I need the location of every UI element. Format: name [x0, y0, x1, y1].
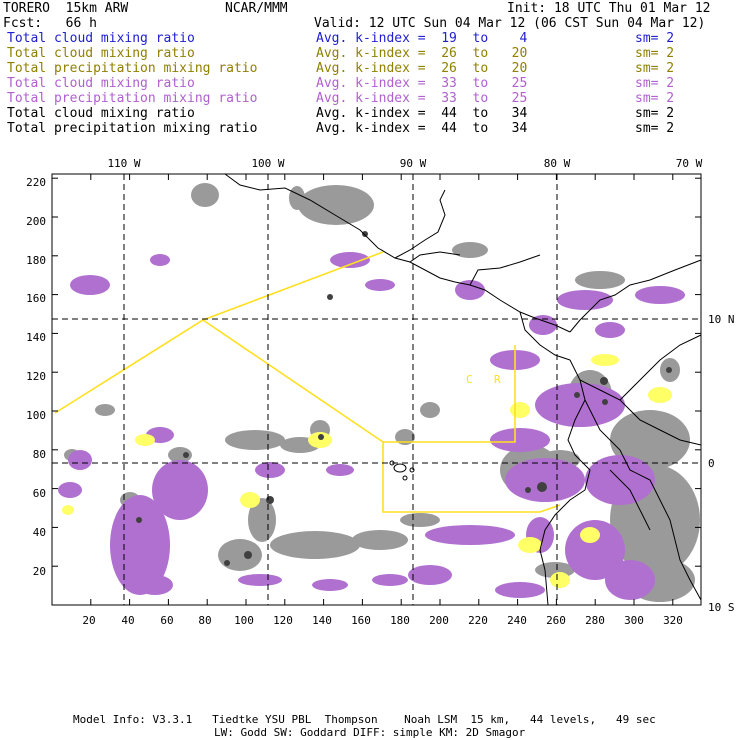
x-tick-label: 120: [273, 614, 293, 627]
legend-avg: Avg. k-index = 33 to 25: [316, 76, 528, 91]
x-tick-label: 60: [160, 614, 173, 627]
country-label: R: [494, 373, 501, 386]
y-tick-label: 20: [33, 565, 46, 578]
country-label: C: [466, 373, 473, 386]
model-info: Model Info: V3.3.1 Tiedtke YSU PBL Thomp…: [73, 713, 656, 726]
y-tick-label: 140: [26, 331, 46, 344]
center-title: NCAR/MMM: [225, 1, 288, 16]
map-frame: [51, 173, 702, 606]
x-tick-label: 20: [82, 614, 95, 627]
y-tick-label: 220: [26, 176, 46, 189]
legend-sm: sm= 2: [635, 61, 675, 76]
x-tick-label: 180: [390, 614, 410, 627]
x-tick-label: 80: [198, 614, 211, 627]
legend-field: Total precipitation mixing ratio: [7, 91, 258, 106]
x-tick-label: 160: [351, 614, 371, 627]
x-tick-label: 40: [121, 614, 134, 627]
lon-label: 70 W: [676, 157, 703, 170]
purple-cloud-layer: [58, 252, 685, 600]
x-tick-label: 280: [585, 614, 605, 627]
lat-label: 10 S: [708, 601, 735, 614]
legend-field: Total cloud mixing ratio: [7, 76, 195, 91]
forecast-hour: Fcst: 66 h: [3, 16, 97, 31]
lat-label: 0: [708, 457, 715, 470]
valid-time: Valid: 12 UTC Sun 04 Mar 12 (06 CST Sun …: [314, 16, 706, 31]
lon-label: 100 W: [251, 157, 284, 170]
y-tick-label: 120: [26, 370, 46, 383]
intense-cores: [136, 231, 672, 566]
y-tick-label: 100: [26, 409, 46, 422]
legend-avg: Avg. k-index = 33 to 25: [316, 91, 528, 106]
tick-marks: [51, 174, 701, 606]
legend-sm: sm= 2: [635, 31, 675, 46]
x-tick-label: 200: [429, 614, 449, 627]
coastlines: [224, 173, 702, 606]
legend-avg: Avg. k-index = 26 to 20: [316, 61, 528, 76]
legend-sm: sm= 2: [635, 121, 675, 136]
legend-sm: sm= 2: [635, 76, 675, 91]
x-tick-label: 240: [507, 614, 527, 627]
model-title: TORERO 15km ARW: [3, 1, 129, 16]
x-tick-label: 220: [468, 614, 488, 627]
domain-outline: [54, 251, 561, 513]
physics-info: LW: Godd SW: Goddard DIFF: simple KM: 2D…: [214, 726, 526, 739]
lat-lon-grid: [52, 174, 701, 605]
legend-field: Total cloud mixing ratio: [7, 46, 195, 61]
legend-field: Total cloud mixing ratio: [7, 106, 195, 121]
legend-avg: Avg. k-index = 44 to 34: [316, 106, 528, 121]
x-tick-label: 300: [624, 614, 644, 627]
y-tick-label: 40: [33, 526, 46, 539]
y-tick-label: 160: [26, 292, 46, 305]
yellow-precip-layer: [62, 354, 672, 588]
legend-sm: sm= 2: [635, 91, 675, 106]
x-tick-label: 140: [312, 614, 332, 627]
lon-label: 110 W: [107, 157, 140, 170]
x-tick-label: 260: [546, 614, 566, 627]
legend-field: Total precipitation mixing ratio: [7, 121, 258, 136]
axis-labels: 110 W 100 W 90 W 80 W 70 W 10 N 0 10 S 2…: [26, 157, 734, 627]
lon-label: 90 W: [400, 157, 427, 170]
lon-label: 80 W: [544, 157, 571, 170]
y-tick-label: 180: [26, 254, 46, 267]
legend-avg: Avg. k-index = 19 to 4: [316, 31, 528, 46]
y-tick-label: 60: [33, 487, 46, 500]
x-tick-label: 320: [663, 614, 683, 627]
y-tick-label: 80: [33, 448, 46, 461]
x-tick-label: 100: [234, 614, 254, 627]
legend-sm: sm= 2: [635, 106, 675, 121]
legend-avg: Avg. k-index = 44 to 34: [316, 121, 528, 136]
legend-field: Total precipitation mixing ratio: [7, 61, 258, 76]
y-tick-label: 200: [26, 215, 46, 228]
lat-label: 10 N: [708, 313, 735, 326]
init-time: Init: 18 UTC Thu 01 Mar 12: [507, 1, 711, 16]
legend-field: Total cloud mixing ratio: [7, 31, 195, 46]
legend-sm: sm= 2: [635, 46, 675, 61]
legend-avg: Avg. k-index = 26 to 20: [316, 46, 528, 61]
